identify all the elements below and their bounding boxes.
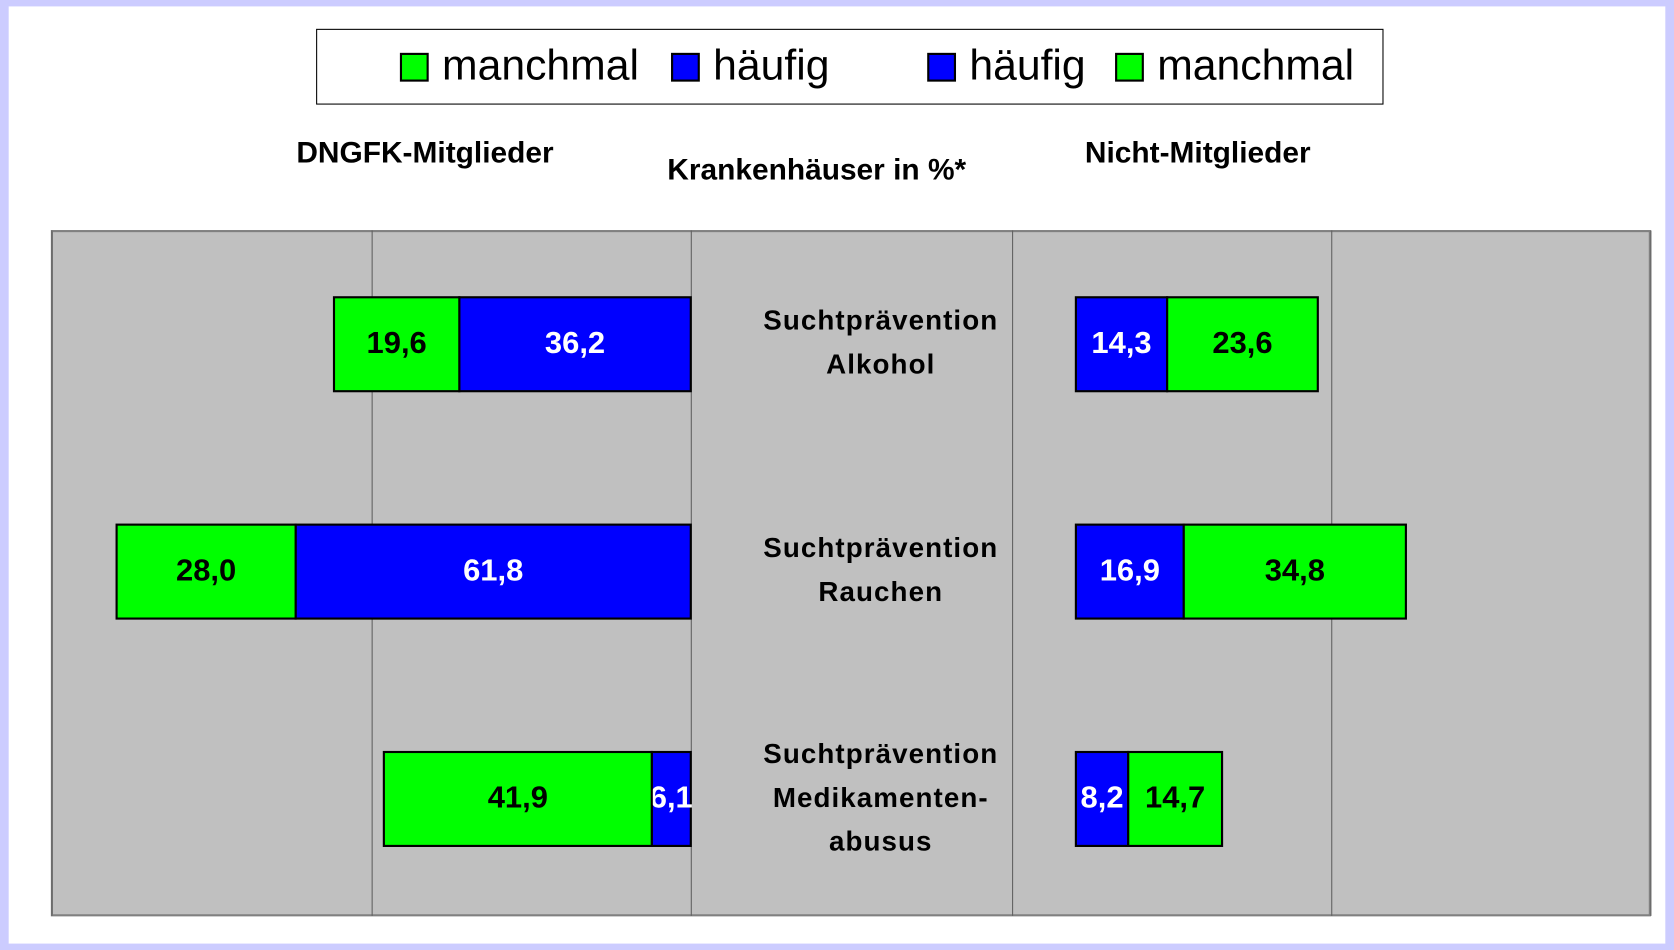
chart-title: Krankenhäuser in %* [667,154,966,187]
value-label: 23,6 [1212,325,1272,360]
category-label: Medikamenten- [773,782,989,813]
legend-swatch [1115,52,1144,82]
bar [1182,523,1407,620]
bar [650,750,692,847]
value-label: 19,6 [367,325,427,360]
bar [115,523,297,620]
legend-label: häufig [969,42,1085,90]
legend-swatch [399,52,429,82]
category-label: Suchtprävention [763,738,998,769]
value-label: 41,9 [488,780,548,815]
legend-swatch [671,52,700,82]
panel-title: DNGFK-Mitglieder [296,137,554,170]
legend-label: manchmal [442,42,639,90]
category-label: Alkohol [826,348,935,379]
legend-swatch [927,52,957,82]
value-label: 6,1 [650,780,693,815]
value-label: 34,8 [1265,552,1325,587]
category-label: abusus [829,826,933,857]
bar [382,750,653,847]
bar [1166,296,1319,393]
value-label: 8,2 [1081,780,1124,815]
category-label: Rauchen [818,576,943,607]
bar [332,296,461,393]
value-label: 28,0 [176,552,236,587]
value-label: 16,9 [1100,552,1160,587]
value-label: 36,2 [545,325,605,360]
bar [1074,523,1185,620]
legend-label: häufig [713,42,829,90]
legend-box [316,28,1384,105]
panel-title: Nicht-Mitglieder [1085,137,1311,170]
bar [1074,296,1169,393]
bar [1127,750,1224,847]
bar [294,523,692,620]
value-label: 14,7 [1145,780,1205,815]
bar [458,296,692,393]
value-label: 61,8 [463,552,523,587]
category-label: Suchtprävention [763,532,998,563]
value-label: 14,3 [1091,325,1151,360]
bar [1074,750,1130,847]
legend-label: manchmal [1157,42,1354,90]
category-label: Suchtprävention [763,305,998,336]
